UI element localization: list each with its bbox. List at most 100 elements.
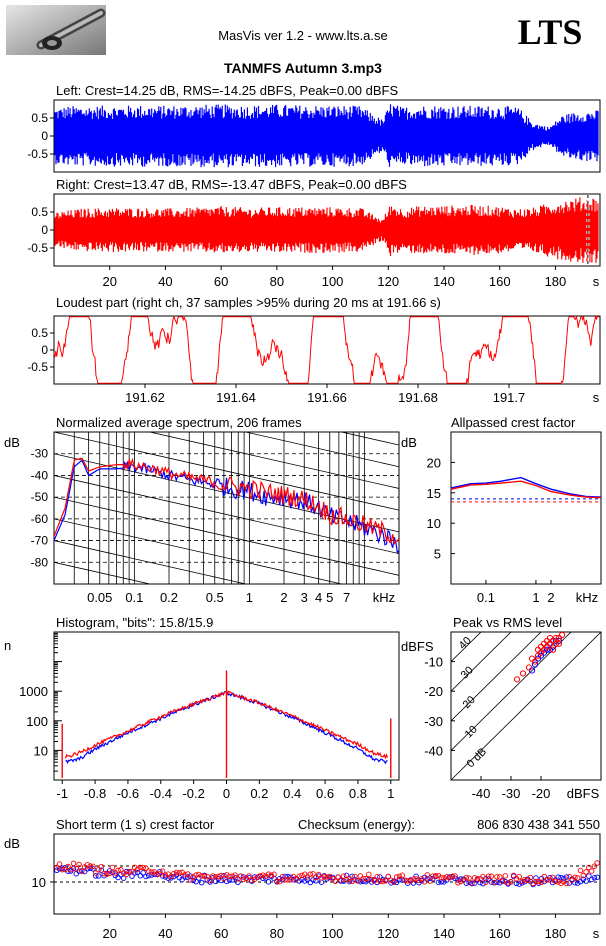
crest-point-right: [76, 861, 82, 868]
crest-point-left: [265, 879, 272, 885]
crest-point-right: [455, 880, 461, 886]
y-tick-label: -0.5: [27, 360, 48, 374]
x-tick-label: 0.05: [87, 590, 112, 605]
crest-point-right: [516, 874, 522, 880]
crest-point-left: [566, 880, 573, 886]
crest-point-right: [346, 875, 353, 882]
crest-point-right: [73, 866, 80, 872]
x-tick-label: 160: [489, 274, 511, 289]
crest-point-right: [544, 877, 550, 883]
crest-point-right: [396, 873, 403, 879]
crest-point-right: [249, 877, 255, 883]
crest-point-left: [165, 875, 171, 881]
crest-point-right: [226, 873, 233, 880]
slope-line: [243, 432, 399, 468]
crest-point-right: [307, 871, 314, 877]
crest-point-right: [321, 873, 327, 880]
crest-point-left: [516, 881, 522, 887]
crest-point-right: [393, 874, 400, 880]
crest-point-right: [474, 876, 481, 882]
crest-point-right: [95, 866, 102, 873]
x-tick-label: 2: [280, 590, 287, 605]
crest-point-left: [533, 875, 539, 881]
crest-point-right: [293, 876, 300, 882]
crest-point-left: [379, 876, 386, 883]
x-tick-label: -30: [502, 786, 521, 801]
crest-point-right: [379, 878, 386, 885]
crest-point-right: [240, 876, 247, 883]
crest-point-left: [251, 874, 258, 880]
crest-point-right: [446, 875, 453, 881]
y-tick-label: -30: [31, 447, 49, 461]
x-tick-label: 1: [246, 590, 253, 605]
crest-point-right: [566, 874, 573, 880]
x-tick-label: 20: [102, 274, 116, 289]
slope-line: [148, 432, 399, 489]
spectrum-series-left: [54, 460, 399, 555]
crest-point-left: [343, 872, 350, 879]
crest-point-right: [524, 877, 531, 883]
rms-point-right: [519, 670, 527, 677]
crest-point-left: [455, 877, 461, 883]
crest-point-right: [101, 870, 107, 877]
rms-point-right: [552, 640, 560, 647]
crest-point-right: [424, 872, 431, 878]
crest-point-right: [577, 867, 584, 874]
short-term-crest-chart: Short term (1 s) crest factor dB 10 20 40 60 8…: [4, 817, 601, 941]
diagonal-label: 40: [457, 635, 474, 652]
crest-point-right: [260, 872, 266, 878]
y-axis-label: dBFS: [401, 639, 434, 654]
diagonal-label: 30: [459, 664, 476, 681]
app-title: MasVis ver 1.2 - www.lts.a.se: [218, 28, 388, 43]
crest-point-left: [207, 879, 213, 885]
rms-point-right: [546, 634, 554, 642]
x-tick-label: 0.2: [160, 590, 178, 605]
y-tick-label: 0: [41, 129, 48, 143]
crest-point-right: [432, 873, 439, 879]
crest-point-right: [215, 873, 222, 880]
crest-point-right: [154, 871, 160, 877]
crest-point-right: [580, 872, 587, 879]
y-axis-label: n: [4, 638, 11, 653]
crest-point-right: [413, 876, 419, 882]
crest-point-left: [471, 880, 478, 886]
plot-frame: [53, 431, 400, 585]
rms-point-right: [552, 634, 560, 642]
crest-point-left: [480, 880, 486, 887]
y-tick-label: -0.5: [27, 147, 48, 161]
waveform-series: [54, 104, 599, 168]
y-tick-label: 20: [427, 455, 441, 470]
crest-point-left: [193, 878, 199, 885]
crest-point-left: [148, 872, 155, 878]
crest-point-left: [54, 867, 60, 874]
slope-line: [54, 518, 344, 584]
crest-point-left: [190, 877, 197, 884]
crest-point-right: [279, 873, 286, 880]
crest-point-right: [318, 875, 325, 881]
crest-point-left: [240, 874, 247, 880]
checksum-label: Checksum (energy):: [298, 817, 415, 832]
x-tick-label: -1: [56, 786, 68, 801]
chart-title: Peak vs RMS level: [453, 615, 562, 630]
crest-point-right: [118, 867, 124, 873]
crest-point-right: [471, 875, 478, 881]
x-tick-label: 100: [322, 926, 344, 941]
crest-point-right: [541, 873, 548, 880]
crest-point-left: [313, 878, 319, 884]
crest-point-right: [129, 868, 135, 875]
crest-point-right: [54, 864, 60, 871]
crest-point-right: [90, 863, 96, 870]
crest-point-right: [274, 878, 280, 884]
crest-point-left: [485, 876, 492, 882]
crest-diagonal: [451, 632, 482, 663]
crest-point-left: [210, 875, 216, 881]
plot-frame: [450, 431, 602, 585]
crest-point-left: [561, 875, 567, 882]
crest-point-left: [221, 873, 227, 879]
crest-point-right: [508, 878, 514, 885]
crest-point-left: [315, 873, 322, 879]
brand-logo-text: LTS: [518, 12, 583, 52]
crest-point-left: [120, 875, 127, 881]
crest-point-right: [148, 869, 155, 875]
